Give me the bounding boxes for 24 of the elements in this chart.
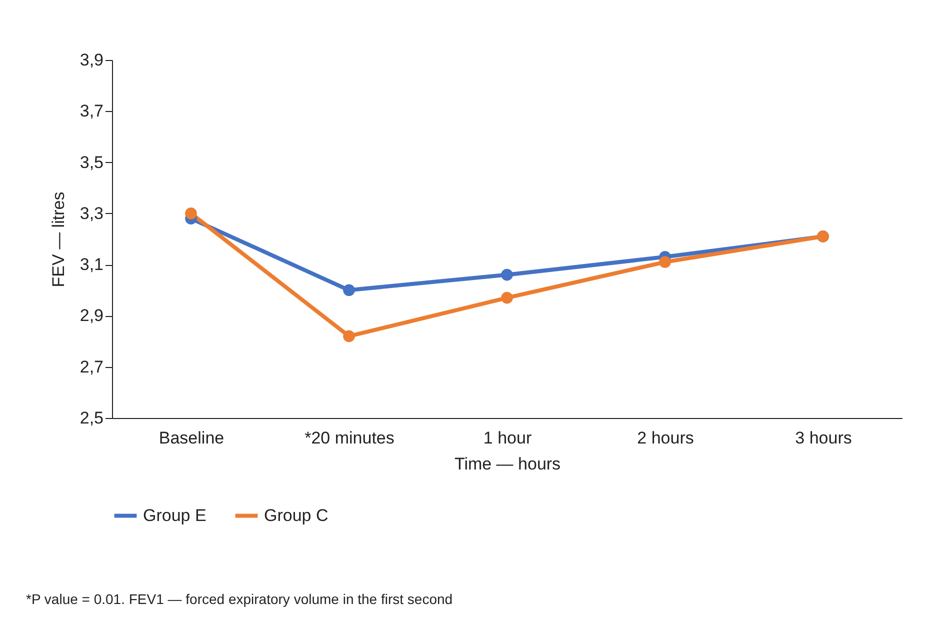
legend-label: Group C bbox=[264, 506, 328, 525]
y-tick-label: 2,7 bbox=[80, 357, 104, 376]
y-tick-label: 3,9 bbox=[80, 50, 104, 70]
y-axis-title: FEV — litres bbox=[48, 192, 68, 288]
legend-label: Group E bbox=[143, 506, 206, 525]
text: *P value = 0.01. FEV1 — forced expiratory volume in the first second bbox=[26, 591, 453, 607]
point bbox=[501, 268, 513, 281]
y-tick-label: 3,1 bbox=[80, 255, 104, 274]
x-tick-label: 1 hour bbox=[483, 428, 532, 448]
point bbox=[185, 208, 197, 220]
x-axis-title: Time — hours bbox=[454, 454, 561, 474]
x-tick-label: 3 hours bbox=[795, 428, 852, 448]
y-tick-label: 3,7 bbox=[80, 102, 104, 121]
point bbox=[659, 256, 671, 268]
y-tick-label: 3,5 bbox=[80, 152, 104, 172]
x-tick-label: 2 hours bbox=[637, 428, 694, 448]
x-tick-label: *20 minutes bbox=[304, 428, 394, 448]
point bbox=[343, 284, 355, 296]
y-tick-label: 2,9 bbox=[80, 306, 104, 326]
point bbox=[343, 330, 355, 342]
y-tick-label: 2,5 bbox=[80, 408, 104, 428]
point bbox=[501, 292, 513, 304]
x-tick-label: Baseline bbox=[158, 428, 224, 448]
y-tick-label: 3,3 bbox=[80, 204, 104, 223]
